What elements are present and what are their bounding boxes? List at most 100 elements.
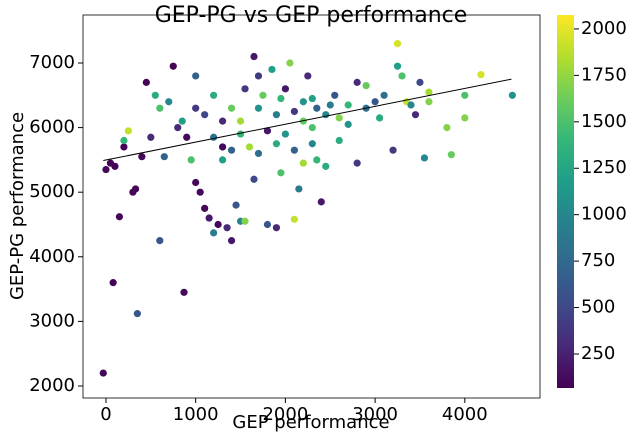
x-tick-label: 2000 — [262, 404, 308, 425]
point — [389, 146, 397, 154]
colorbar-tick-label: 250 — [581, 343, 615, 364]
colorbar-tick-label: 500 — [581, 297, 615, 318]
point — [254, 72, 263, 80]
point — [131, 185, 140, 193]
point — [461, 91, 469, 99]
point — [461, 114, 469, 122]
colorbar-tick-label: 1750 — [581, 64, 627, 85]
point — [218, 143, 227, 151]
point — [214, 220, 222, 229]
point — [263, 127, 272, 135]
point — [299, 98, 307, 106]
point — [218, 117, 227, 125]
point — [308, 94, 316, 103]
point — [180, 288, 188, 296]
point — [277, 94, 285, 103]
point — [335, 114, 343, 122]
point — [236, 130, 245, 138]
chart-title: GEP-PG vs GEP performance — [155, 3, 468, 28]
x-tick-label: 4000 — [442, 404, 488, 425]
point — [375, 114, 384, 122]
point — [120, 136, 128, 145]
point — [290, 146, 298, 154]
point — [508, 91, 516, 99]
point — [183, 133, 191, 141]
x-tick-label: 3000 — [352, 404, 398, 425]
point — [124, 127, 132, 135]
point — [111, 162, 119, 170]
point — [99, 369, 107, 377]
point — [151, 91, 159, 99]
point — [227, 237, 236, 245]
point — [156, 237, 164, 245]
point — [187, 156, 195, 164]
point — [218, 156, 227, 164]
point — [210, 133, 218, 141]
trend-line — [103, 78, 512, 162]
point — [192, 72, 200, 80]
point — [353, 159, 361, 167]
point — [254, 149, 263, 158]
point — [411, 111, 420, 119]
y-tick-label: 5000 — [29, 181, 75, 202]
point — [165, 98, 173, 106]
point — [109, 279, 117, 287]
point — [192, 104, 200, 112]
point — [169, 62, 177, 70]
point — [268, 65, 276, 74]
point — [425, 88, 433, 96]
point — [407, 101, 415, 109]
point — [236, 117, 245, 125]
point — [205, 214, 213, 222]
x-axis-label: GEP performance — [232, 412, 389, 433]
point — [371, 98, 379, 106]
point — [393, 62, 402, 70]
point — [241, 85, 249, 93]
y-tick-label: 7000 — [29, 52, 75, 73]
y-tick-label: 3000 — [29, 310, 75, 331]
point — [147, 133, 155, 141]
point — [241, 217, 249, 225]
point — [477, 71, 485, 79]
point — [313, 156, 321, 164]
point — [295, 185, 303, 193]
point — [322, 162, 330, 170]
x-tick-label: 0 — [100, 404, 111, 425]
point — [326, 101, 334, 109]
point — [299, 159, 307, 167]
point — [304, 72, 312, 80]
point — [196, 188, 204, 196]
point — [133, 310, 141, 318]
point — [420, 154, 429, 162]
point — [115, 213, 124, 221]
colorbar-tick-label: 2000 — [581, 18, 627, 39]
point — [210, 91, 218, 99]
point — [277, 169, 285, 177]
point — [232, 201, 240, 209]
point — [281, 85, 289, 93]
point — [210, 229, 218, 237]
point — [313, 104, 321, 112]
point — [250, 52, 258, 61]
point — [272, 224, 281, 232]
point — [254, 104, 263, 112]
point — [443, 123, 451, 132]
point — [353, 78, 361, 86]
point — [393, 40, 402, 48]
point — [322, 111, 330, 119]
point — [286, 59, 294, 67]
colorbar — [557, 15, 574, 388]
point — [201, 111, 209, 119]
point — [263, 220, 272, 229]
point — [331, 91, 339, 99]
point — [102, 165, 110, 174]
y-tick-label: 4000 — [29, 246, 75, 267]
point — [281, 130, 289, 138]
point — [308, 123, 316, 132]
point — [362, 82, 370, 90]
point — [227, 104, 236, 112]
point — [138, 153, 146, 161]
point — [259, 91, 267, 99]
point — [201, 204, 209, 212]
